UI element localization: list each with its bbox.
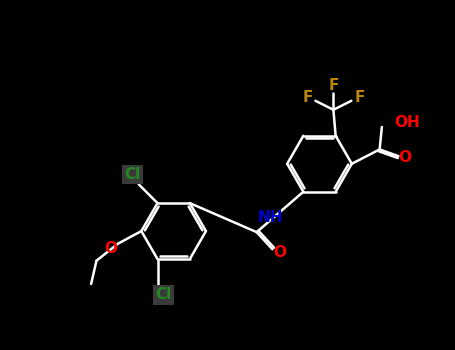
Text: F: F: [328, 78, 339, 93]
Text: O: O: [398, 150, 411, 166]
Text: Cl: Cl: [156, 287, 172, 302]
Text: Cl: Cl: [124, 167, 141, 182]
Text: F: F: [354, 90, 364, 105]
Text: NH: NH: [258, 210, 283, 225]
Text: O: O: [273, 245, 286, 260]
Text: F: F: [302, 90, 313, 105]
Text: O: O: [104, 241, 117, 256]
Text: OH: OH: [394, 115, 420, 130]
